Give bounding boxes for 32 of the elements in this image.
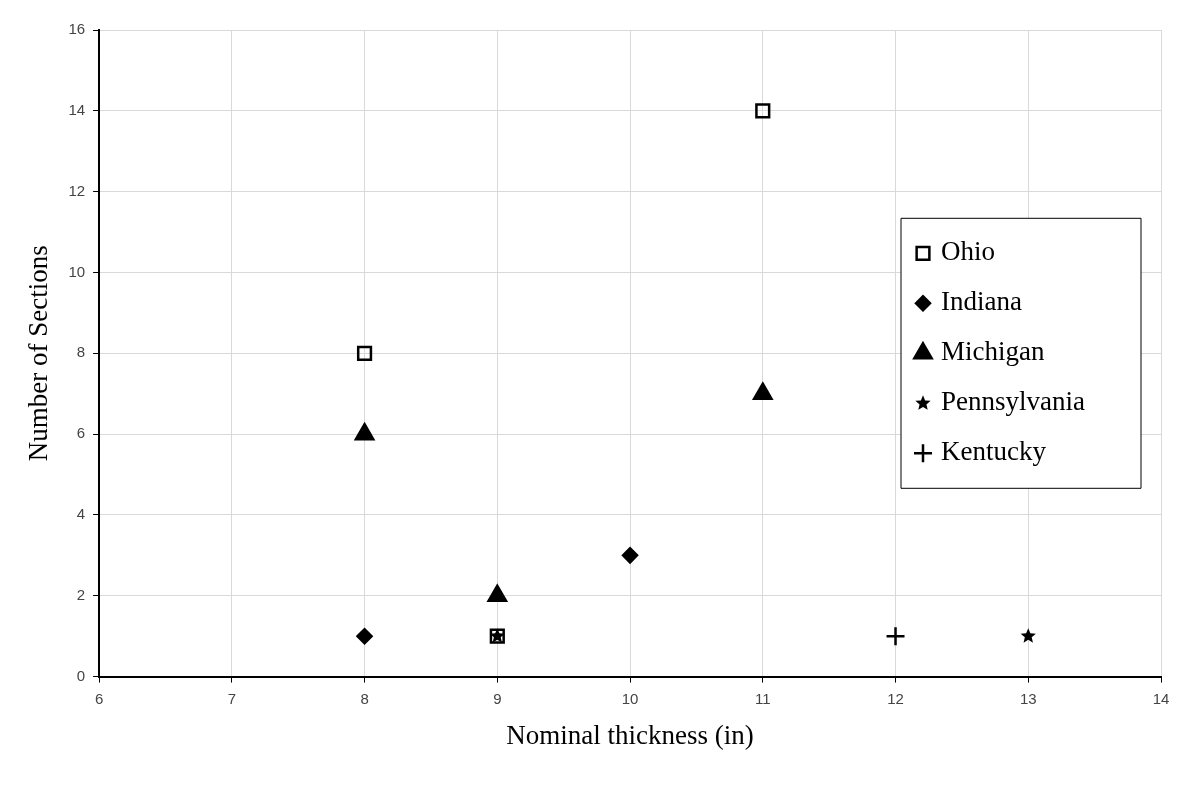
x-tick-label: 8 xyxy=(360,689,369,707)
y-tick-label: 10 xyxy=(68,262,86,280)
y-tick-label: 0 xyxy=(76,666,86,684)
x-tick-label: 14 xyxy=(1152,689,1170,707)
point xyxy=(356,345,373,361)
point xyxy=(1020,628,1036,643)
x-tick-label: 13 xyxy=(1019,689,1037,707)
legend-label: Kentucky xyxy=(941,436,1047,467)
y-tick-label: 2 xyxy=(76,585,86,603)
y-tick-label: 12 xyxy=(68,181,86,199)
y-tick-label: 16 xyxy=(68,20,86,38)
legend-label: Michigan xyxy=(941,336,1045,367)
point xyxy=(621,547,639,564)
x-tick-label: 9 xyxy=(493,689,502,707)
x-tick-label: 11 xyxy=(754,689,771,707)
y-axis-title: Number of Sections xyxy=(23,245,54,462)
point xyxy=(356,627,373,645)
y-tick-label: 14 xyxy=(68,100,86,118)
x-tick-label: 12 xyxy=(887,689,904,707)
x-tick-label: 10 xyxy=(621,689,639,707)
point xyxy=(755,103,771,119)
y-tick-label: 6 xyxy=(76,424,86,442)
x-axis-title: Nominal thickness (in) xyxy=(506,719,754,750)
point xyxy=(885,625,906,647)
legend-label: Pennsylvania xyxy=(941,386,1085,417)
y-tick-label: 4 xyxy=(76,505,86,523)
point xyxy=(487,584,508,603)
legend-label: Indiana xyxy=(941,286,1022,317)
x-tick-label: 6 xyxy=(94,689,104,707)
legend-label: Ohio xyxy=(941,236,995,267)
x-tick-label: 7 xyxy=(227,689,236,707)
y-tick-label: 8 xyxy=(76,343,86,361)
